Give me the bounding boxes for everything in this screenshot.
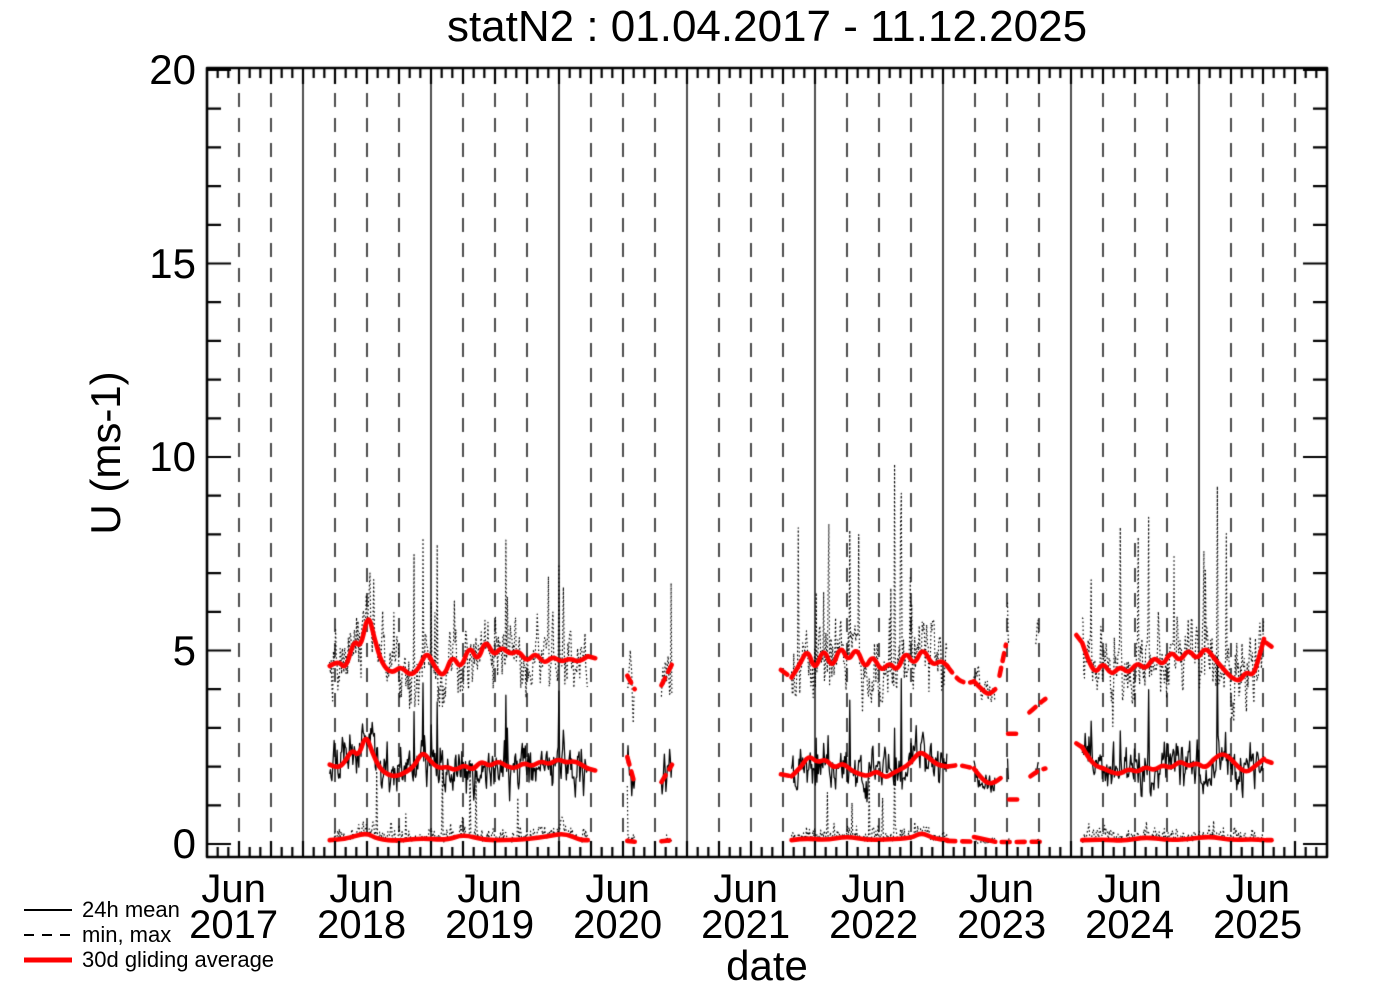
legend-label-gliding-average: 30d gliding average: [82, 947, 275, 972]
y-tick-label: 0: [172, 820, 196, 867]
chart-title: statN2 : 01.04.2017 - 11.12.2025: [446, 2, 1088, 51]
x-tick-label: Jun 2020: [573, 867, 663, 947]
y-tick-label: 10: [149, 433, 196, 480]
x-axis-label: date: [726, 942, 808, 989]
x-tick-label: Jun 2021: [701, 867, 791, 947]
x-tick-label: Jun 2025: [1213, 867, 1303, 947]
x-tick-label: Jun 2024: [1085, 867, 1175, 947]
legend-label-min-max: min, max: [82, 922, 172, 947]
x-tick-label: Jun 2023: [957, 867, 1047, 947]
red-line-swatch: [24, 951, 72, 969]
legend-label-24h-mean: 24h mean: [82, 897, 180, 922]
legend-entry-min-max: min, max: [24, 922, 171, 948]
x-tick-label: Jun 2022: [829, 867, 919, 947]
x-tick-label: Jun 2017: [189, 867, 279, 947]
y-tick-label: 15: [149, 239, 196, 287]
y-tick-label: 5: [172, 626, 196, 674]
legend-entry-gliding-average: 30d gliding average: [24, 947, 274, 973]
dashed-line-swatch: [24, 926, 72, 944]
y-tick-label: 20: [149, 46, 196, 93]
solid-line-swatch: [24, 901, 72, 919]
x-tick-label: Jun 2018: [317, 867, 407, 947]
x-tick-label: Jun 2019: [445, 867, 535, 947]
legend-entry-24h-mean: 24h mean: [24, 897, 180, 923]
